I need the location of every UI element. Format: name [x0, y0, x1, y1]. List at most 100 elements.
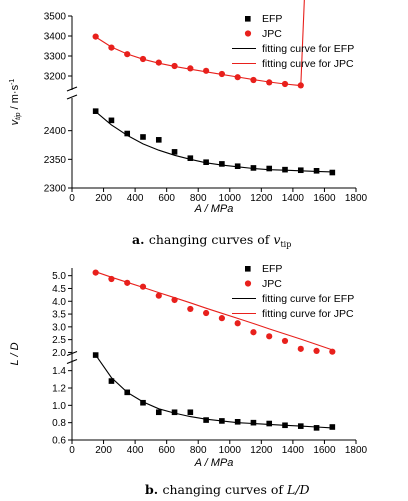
efp-data-point [266, 420, 273, 427]
jpc-data-point [266, 333, 273, 340]
jpc-data-point [139, 55, 147, 63]
y-tick-label: 1.2 [52, 384, 66, 395]
jpc-data-point [171, 62, 178, 70]
efp-data-point [219, 161, 225, 167]
jpc-data-point [234, 74, 241, 81]
y-tick-label: 2300 [44, 184, 67, 195]
legend-jpc-label: JPC [262, 28, 282, 40]
x-tick-label: 0 [69, 193, 75, 204]
jpc-data-point [92, 269, 99, 276]
efp-data-point [92, 352, 99, 358]
jpc-data-point [155, 59, 162, 66]
jpc-fit-curve [95, 271, 333, 351]
y-tick-label: 0.6 [52, 436, 66, 447]
efp-data-point [266, 165, 273, 172]
y-tick-label: 0.8 [52, 418, 66, 429]
jpc-data-point [250, 76, 257, 84]
axis-break-mark [66, 358, 78, 365]
y-tick-label: 3.0 [52, 322, 66, 333]
jpc-data-point [234, 320, 241, 327]
y-tick-label: 1.4 [52, 366, 66, 377]
y-tick-label: 3400 [44, 32, 67, 43]
legend-jpc-fit-label: fitting curve for JPC [262, 308, 354, 320]
legend: EFP JPC fitting curve for EFP fitting curve… [232, 263, 354, 320]
y-tick-label: 4.5 [52, 284, 66, 295]
legend-jpc-label: JPC [262, 278, 282, 290]
efp-data-point [297, 423, 304, 429]
efp-data-point [234, 163, 241, 170]
y-axis-label: vtip / m·s-1 [9, 79, 22, 126]
y-tick-label: 2400 [44, 126, 67, 137]
efp-data-point [250, 165, 257, 171]
jpc-data-point [155, 292, 162, 299]
efp-data-point [219, 418, 225, 424]
efp-data-point [282, 166, 288, 173]
efp-fit-curve [95, 111, 333, 173]
axis-break-mark [66, 350, 78, 357]
legend-efp-marker [245, 16, 251, 22]
x-tick-label: 1800 [345, 445, 368, 456]
caption-letter: b. [145, 482, 162, 497]
efp-data-point [329, 169, 336, 176]
figure-caption: a. changing curves of vtip [132, 232, 291, 249]
y-tick-label: 2350 [44, 155, 67, 166]
x-tick-label: 600 [158, 193, 175, 204]
legend-efp-label: EFP [262, 263, 282, 275]
chart-a: 0 200 400 600 800 1000 1200 1400 1600 1800 3500 340… [9, 0, 368, 249]
x-axis-label: A / MPa [194, 203, 234, 215]
efp-data-point [187, 409, 194, 416]
y-tick-label: 2.0 [52, 348, 66, 359]
x-tick-label: 400 [127, 445, 144, 456]
jpc-data-point [187, 305, 194, 313]
jpc-data-point [108, 275, 115, 283]
efp-data-point [250, 419, 257, 426]
axis-break-mark [66, 86, 78, 92]
legend: EFP JPC fitting curve for EFP fitting curve… [232, 13, 354, 70]
x-tick-label: 1600 [313, 193, 336, 204]
x-tick-label: 1400 [282, 445, 305, 456]
efp-data-point [234, 419, 241, 425]
x-tick-label: 200 [95, 193, 112, 204]
efp-data-point [171, 409, 178, 416]
jpc-data-point [203, 309, 210, 317]
y-axis-label: L / D [9, 342, 21, 365]
jpc-data-point [187, 65, 194, 72]
efp-data-point [203, 159, 209, 165]
jpc-data-point [203, 67, 210, 74]
x-tick-label: 1200 [250, 193, 273, 204]
efp-data-point [282, 422, 288, 429]
x-tick-label: 800 [190, 193, 207, 204]
efp-data-point [108, 378, 115, 384]
chart-b: 0 200 400 600 800 1000 1200 1400 1600 1800 5.0 4.5 4… [9, 263, 368, 497]
jpc-data-point [313, 347, 320, 355]
legend-efp-fit-label: fitting curve for EFP [262, 293, 354, 305]
efp-data-point [155, 137, 162, 143]
jpc-data-point [297, 345, 304, 352]
x-tick-label: 0 [69, 445, 75, 456]
x-tick-label: 600 [158, 445, 175, 456]
jpc-data-point [139, 283, 147, 290]
figure-caption: b. changing curves of L/D [145, 482, 310, 497]
efp-fit-curve [95, 354, 333, 429]
legend-jpc-marker [244, 30, 252, 37]
jpc-data-point [266, 79, 273, 86]
legend-efp-fit-label: fitting curve for EFP [262, 43, 354, 55]
efp-data-point [329, 424, 336, 430]
y-tick-label: 4.0 [52, 297, 66, 308]
axis-break-mark [66, 94, 78, 100]
efp-data-point [124, 389, 131, 396]
jpc-data-point [124, 279, 131, 286]
efp-data-point [155, 409, 162, 416]
x-tick-label: 800 [190, 445, 207, 456]
x-tick-label: 1800 [345, 193, 368, 204]
efp-data-point [297, 167, 304, 174]
x-tick-label: 200 [95, 445, 112, 456]
efp-data-point [313, 425, 320, 431]
x-tick-label: 1200 [250, 445, 273, 456]
jpc-data-point [250, 329, 257, 336]
y-tick-label: 2.5 [52, 335, 66, 346]
jpc-fit-curve [95, 0, 305, 87]
jpc-data-point [218, 315, 225, 322]
legend-efp-marker [245, 266, 251, 272]
legend-efp-label: EFP [262, 13, 282, 25]
